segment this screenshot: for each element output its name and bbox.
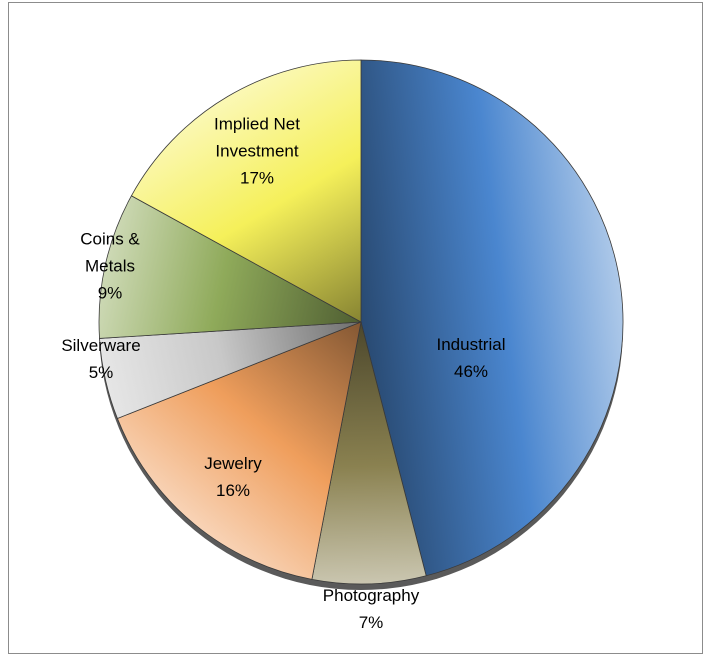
slice-label-implied-net-investment: Investment	[215, 141, 298, 160]
pie-chart: Industrial 46% Photography 7% Jewelry 16% Silv…	[61, 59, 624, 632]
data-label-silverware: 5%	[89, 363, 114, 382]
pie-slice-jewelry	[116, 321, 362, 580]
slice-label-jewelry: Jewelry	[204, 454, 262, 473]
data-label-coins-metals: 9%	[98, 283, 123, 302]
data-label-jewelry: 16%	[216, 481, 250, 500]
slice-label-photography: Photography	[323, 586, 420, 605]
slice-label-coins-metals: Metals	[85, 256, 135, 275]
pie-slice-coins-metals	[98, 195, 363, 339]
data-label-industrial: 46%	[454, 362, 488, 381]
pie-slices	[98, 59, 624, 585]
slice-label-silverware: Silverware	[61, 336, 140, 355]
pie-slice-industrial	[360, 59, 624, 577]
pie-labels: Industrial 46% Photography 7% Jewelry 16% Silv…	[61, 114, 505, 632]
pie-slice-photography	[311, 321, 427, 585]
pie-slice-implied-net-investment	[130, 59, 362, 323]
slice-label-implied-net-investment: Implied Net	[214, 114, 300, 133]
data-label-photography: 7%	[359, 613, 384, 632]
chart-area: Industrial 46% Photography 7% Jewelry 16% Silv…	[8, 2, 703, 654]
data-label-implied-net-investment: 17%	[240, 168, 274, 187]
slice-label-coins-metals: Coins &	[80, 229, 140, 248]
slice-label-industrial: Industrial	[437, 335, 506, 354]
